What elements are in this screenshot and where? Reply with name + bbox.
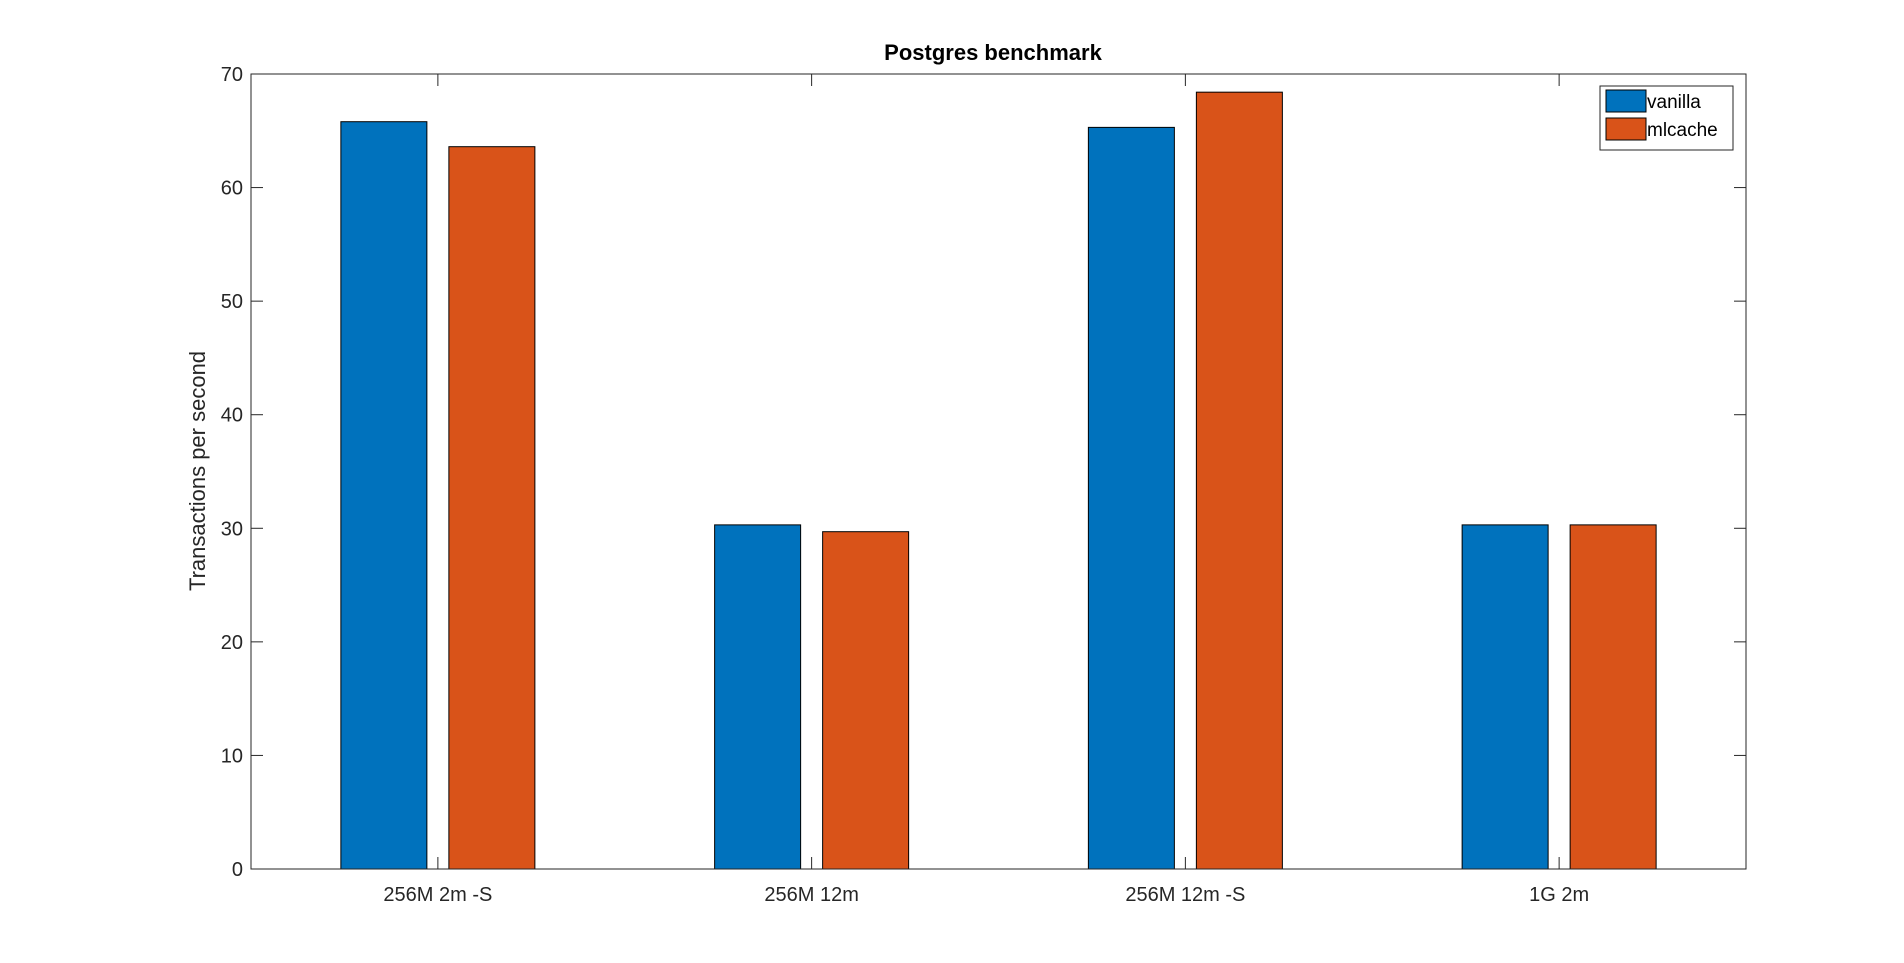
y-tick-label-7: 70 — [221, 64, 243, 86]
y-tick-label-5: 50 — [221, 291, 243, 313]
x-tick-label-1: 256M 12m — [764, 884, 859, 906]
axis-ticks-group: 256M 2m -S 256M 12m 256M 12m -S 1G 2m 0 10 20 3… — [221, 64, 1746, 906]
y-tick-label-2: 20 — [221, 632, 243, 654]
y-tick-label-0: 0 — [232, 859, 243, 881]
legend-label-vanilla: vanilla — [1647, 92, 1701, 113]
bar-vanilla-2 — [1087, 126, 1175, 870]
bar-mlcache-3 — [1569, 524, 1657, 870]
bars-group — [340, 91, 1657, 870]
chart-title: Postgres benchmark — [884, 40, 1102, 65]
bar-mlcache-1 — [822, 531, 910, 870]
bar-vanilla-3 — [1461, 524, 1549, 870]
x-tick-label-2: 256M 12m -S — [1125, 884, 1245, 906]
bar-vanilla-0 — [340, 121, 428, 870]
x-tick-label-3: 1G 2m — [1529, 884, 1589, 906]
x-tick-label-0: 256M 2m -S — [383, 884, 492, 906]
legend: vanilla mlcache — [1599, 85, 1734, 151]
plot-frame — [250, 73, 1747, 870]
y-tick-label-3: 30 — [221, 518, 243, 540]
legend-swatch-vanilla — [1605, 89, 1647, 113]
y-tick-label-1: 10 — [221, 745, 243, 767]
bar-mlcache-0 — [448, 146, 536, 870]
bar-vanilla-1 — [714, 524, 802, 870]
legend-label-mlcache: mlcache — [1647, 120, 1718, 141]
y-tick-label-4: 40 — [221, 405, 243, 427]
bar-mlcache-2 — [1195, 91, 1283, 870]
legend-swatch-mlcache — [1605, 117, 1647, 141]
y-tick-label-6: 60 — [221, 178, 243, 200]
y-axis-label: Transactions per second — [185, 351, 210, 591]
